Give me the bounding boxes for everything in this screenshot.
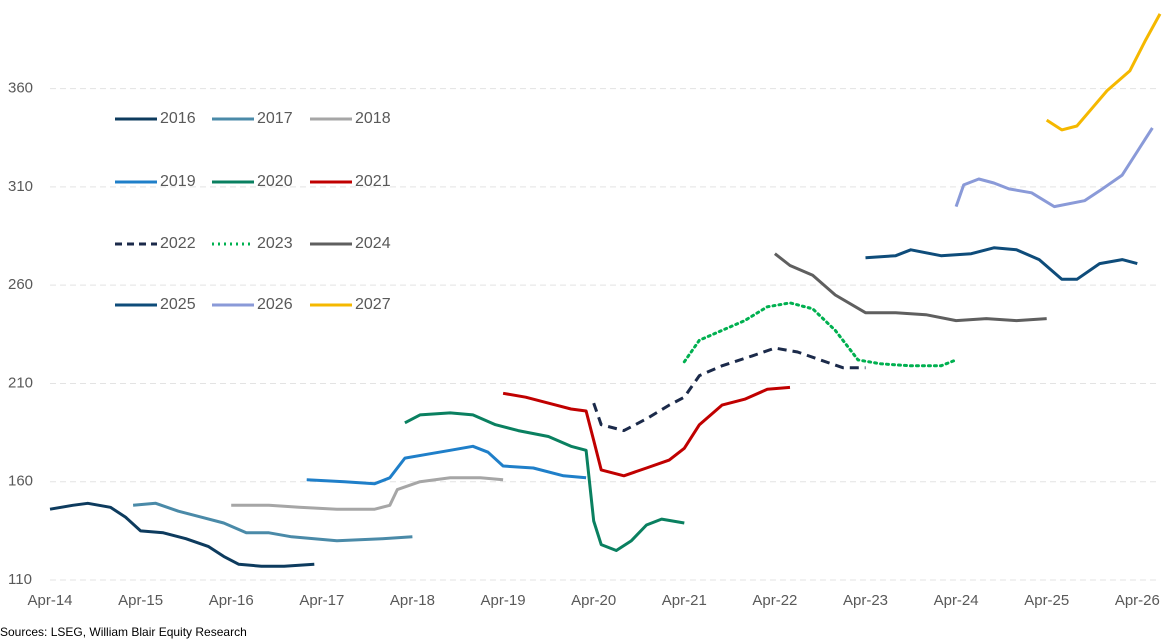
series-line xyxy=(865,246,1138,281)
x-tick-label: Apr-23 xyxy=(843,592,888,609)
y-tick-label: 360 xyxy=(8,80,33,97)
x-tick-label: Apr-20 xyxy=(571,592,616,609)
y-tick-label: 310 xyxy=(8,178,33,195)
x-tick-label: Apr-26 xyxy=(1115,592,1160,609)
y-tick-label: 260 xyxy=(8,276,33,293)
x-tick-label: Apr-15 xyxy=(118,592,163,609)
series-line xyxy=(954,127,1154,209)
x-tick-label: Apr-19 xyxy=(481,592,526,609)
grid: 110 160 210 260 310 360 Apr-14 Apr-15 Apr-16 Apr-… xyxy=(8,80,1160,609)
legend-label: 2020 xyxy=(257,173,293,190)
source-note: Sources: LSEG, William Blair Equity Rese… xyxy=(0,625,247,639)
legend-label: 2027 xyxy=(355,296,391,313)
x-tick-label: Apr-14 xyxy=(27,592,72,609)
series-line xyxy=(1045,13,1162,132)
series-line xyxy=(231,476,504,511)
legend-label: 2018 xyxy=(355,110,391,127)
series-line xyxy=(404,411,685,552)
legend-label: 2019 xyxy=(160,173,196,190)
x-tick-label: Apr-21 xyxy=(662,592,707,609)
x-tick-label: Apr-22 xyxy=(752,592,797,609)
y-tick-label: 160 xyxy=(8,473,33,490)
series-line xyxy=(306,444,587,486)
legend-label: 2026 xyxy=(257,296,293,313)
x-tick-label: Apr-16 xyxy=(209,592,254,609)
legend: 2016 2017 2018 2019 2020 2021 2022 2023 2024 2025… xyxy=(115,110,391,313)
legend-label: 2016 xyxy=(160,110,196,127)
legend-label: 2022 xyxy=(160,235,196,252)
legend-label: 2021 xyxy=(355,173,391,190)
series-line xyxy=(49,501,315,568)
plot xyxy=(49,13,1162,568)
x-tick-label: Apr-25 xyxy=(1024,592,1069,609)
y-tick-label: 110 xyxy=(8,571,32,588)
legend-label: 2023 xyxy=(257,235,293,252)
x-tick-label: Apr-24 xyxy=(934,592,979,609)
legend-label: 2024 xyxy=(355,235,391,252)
x-tick-label: Apr-17 xyxy=(299,592,344,609)
y-tick-label: 210 xyxy=(8,374,33,391)
legend-label: 2025 xyxy=(160,296,196,313)
series-line xyxy=(682,301,958,368)
series-line xyxy=(773,252,1047,323)
x-tick-label: Apr-18 xyxy=(390,592,435,609)
legend-label: 2017 xyxy=(257,110,293,127)
series-line xyxy=(502,385,791,478)
series-line xyxy=(592,346,866,433)
series-line xyxy=(132,501,413,543)
